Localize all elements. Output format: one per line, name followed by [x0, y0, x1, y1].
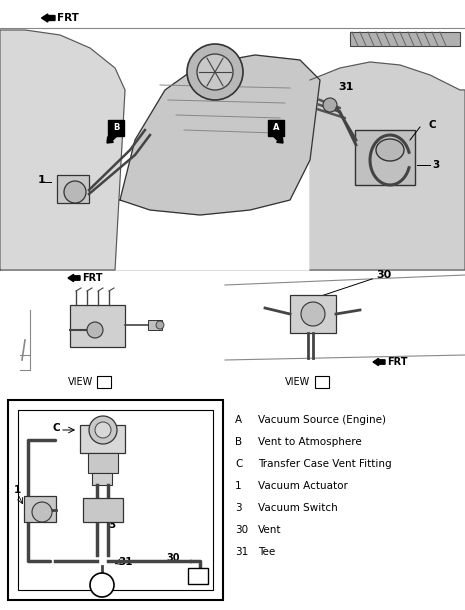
Bar: [8, 400, 223, 600]
Circle shape: [156, 321, 164, 329]
Circle shape: [89, 416, 117, 444]
Text: 3: 3: [235, 503, 242, 513]
Text: A: A: [273, 123, 279, 132]
Circle shape: [32, 502, 52, 522]
Text: B: B: [113, 123, 119, 132]
Bar: [350, 32, 460, 46]
Text: 30: 30: [166, 553, 179, 563]
Bar: [24, 496, 56, 522]
Text: A: A: [100, 377, 108, 387]
Text: A: A: [98, 580, 106, 590]
Text: B: B: [235, 437, 242, 447]
Text: 3: 3: [108, 520, 115, 530]
Text: C: C: [235, 459, 242, 469]
Text: Tee: Tee: [258, 547, 275, 557]
Bar: [97, 376, 111, 388]
Bar: [70, 305, 125, 347]
Bar: [57, 175, 89, 203]
Text: Vent: Vent: [258, 525, 281, 535]
Circle shape: [95, 422, 111, 438]
Text: VIEW: VIEW: [68, 377, 93, 387]
Polygon shape: [310, 62, 465, 270]
Text: C: C: [428, 120, 436, 130]
Bar: [315, 376, 329, 388]
Text: 1: 1: [235, 481, 242, 491]
Ellipse shape: [376, 139, 404, 161]
Text: C: C: [52, 423, 60, 433]
FancyArrow shape: [373, 359, 385, 365]
Text: 31: 31: [118, 557, 133, 567]
FancyArrow shape: [41, 14, 55, 22]
Bar: [80, 425, 125, 453]
Bar: [188, 568, 208, 584]
Text: 31: 31: [338, 82, 353, 92]
Text: Vacuum Actuator: Vacuum Actuator: [258, 481, 348, 491]
Text: 3: 3: [432, 160, 439, 170]
Text: 31: 31: [235, 547, 248, 557]
Bar: [268, 120, 284, 136]
Text: Vacuum Source (Engine): Vacuum Source (Engine): [258, 415, 386, 425]
FancyArrow shape: [273, 134, 283, 143]
Text: B: B: [319, 377, 326, 387]
Text: Vacuum Switch: Vacuum Switch: [258, 503, 338, 513]
Bar: [88, 453, 118, 473]
Polygon shape: [120, 55, 320, 215]
Text: FRT: FRT: [57, 13, 79, 23]
Text: VIEW: VIEW: [285, 377, 310, 387]
Polygon shape: [0, 30, 125, 270]
Bar: [83, 498, 123, 522]
Circle shape: [197, 54, 233, 90]
Text: 30: 30: [376, 270, 391, 280]
Bar: [355, 130, 415, 185]
Text: 1: 1: [37, 175, 45, 185]
Circle shape: [90, 573, 114, 597]
FancyArrow shape: [107, 134, 116, 143]
Bar: [0, 0, 465, 270]
Bar: [108, 120, 124, 136]
FancyArrow shape: [68, 274, 80, 282]
Bar: [18, 410, 213, 590]
Text: 30: 30: [235, 525, 248, 535]
Text: 1: 1: [14, 485, 21, 495]
Bar: [92, 473, 112, 485]
Circle shape: [301, 302, 325, 326]
Circle shape: [87, 322, 103, 338]
Text: A: A: [235, 415, 242, 425]
Bar: [290, 295, 336, 333]
Bar: [148, 320, 162, 330]
Circle shape: [64, 181, 86, 203]
Text: Transfer Case Vent Fitting: Transfer Case Vent Fitting: [258, 459, 392, 469]
Text: FRT: FRT: [387, 357, 407, 367]
Circle shape: [187, 44, 243, 100]
Text: B: B: [194, 571, 202, 581]
Circle shape: [323, 98, 337, 112]
Text: Vent to Atmosphere: Vent to Atmosphere: [258, 437, 362, 447]
Text: FRT: FRT: [82, 273, 102, 283]
